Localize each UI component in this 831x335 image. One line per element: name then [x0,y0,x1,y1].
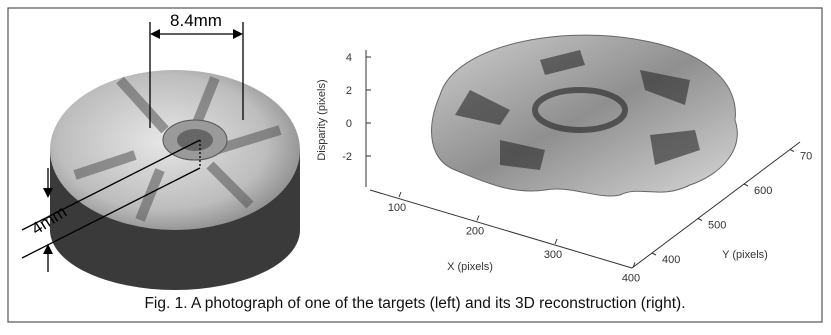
x-tick [632,262,636,268]
y-tick-label: 400 [662,254,680,266]
photo: 8.4mm 4mm [21,11,300,290]
x-tick [554,238,558,245]
y-tick [651,252,657,256]
y-tick [697,218,703,221]
z-tick-label: 0 [346,118,352,130]
x-tick-label: 100 [388,202,406,214]
x-tick [398,191,402,198]
x-tick-label: 300 [544,249,562,261]
axes [365,50,801,269]
width-label: 8.4mm [170,11,222,30]
frame [7,7,823,323]
z-tick-label: -2 [342,151,352,163]
y-axis-label: Y (pixels) [722,249,768,261]
x-axis-label: X (pixels) [447,261,493,273]
z-tick-label: 2 [346,85,352,97]
x-tick-label: 400 [622,273,640,285]
caption: Fig. 1. A photograph of one of the targe… [144,295,685,312]
y-tick [743,183,749,187]
y-tick [789,149,795,152]
y-tick-label: 70 [800,151,812,163]
plot: Disparity (pixels) X (pixels) Y (pixels) [316,34,801,273]
z-tick-label: 4 [346,52,352,64]
x-tick-label: 200 [466,226,484,238]
y-tick-label: 500 [708,220,726,232]
surface-texture [455,50,700,170]
dimension-lines [21,22,244,272]
y-tick-label: 600 [754,185,772,197]
x-tick [476,215,480,221]
disc-hole-inner [177,129,213,151]
z-axis-label: Disparity (pixels) [316,79,328,160]
